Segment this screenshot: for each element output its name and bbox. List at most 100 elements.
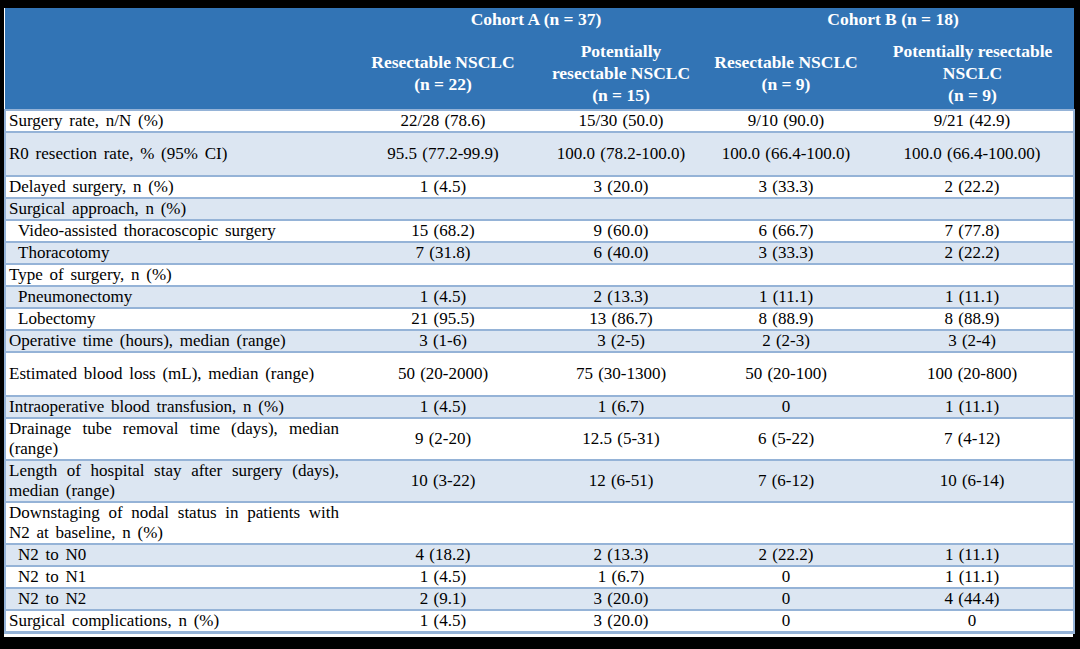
cohort-a-header: Cohort A (n = 37) bbox=[345, 8, 701, 37]
value-cell: 10 (6-14) bbox=[871, 460, 1074, 502]
value-cell: 7 (77.8) bbox=[871, 220, 1074, 242]
table-row: N2 to N11 (4.5)1 (6.7)01 (11.1) bbox=[5, 566, 1074, 588]
value-cell: 100.0 (78.2-100.0) bbox=[541, 132, 701, 176]
value-cell: 6 (40.0) bbox=[541, 242, 701, 264]
value-cell: 75 (30-1300) bbox=[541, 352, 701, 396]
table-header: Cohort A (n = 37) Cohort B (n = 18) Rese… bbox=[5, 8, 1074, 110]
table-row: Delayed surgery, n (%)1 (4.5)3 (20.0)3 (… bbox=[5, 176, 1074, 198]
value-cell: 1 (11.1) bbox=[701, 286, 871, 308]
row-label: Downstaging of nodal status in patients … bbox=[5, 502, 345, 544]
row-label: Surgical approach, n (%) bbox=[5, 198, 345, 220]
value-cell: 1 (6.7) bbox=[541, 566, 701, 588]
value-cell: 1 (4.5) bbox=[345, 566, 541, 588]
col-header-potentially-b: Potentially resectable NSCLC(n = 9) bbox=[871, 37, 1074, 110]
row-label: Intraoperative blood transfusion, n (%) bbox=[5, 396, 345, 418]
value-cell bbox=[871, 264, 1074, 286]
table-row: Pneumonectomy1 (4.5)2 (13.3)1 (11.1)1 (1… bbox=[5, 286, 1074, 308]
value-cell: 3 (20.0) bbox=[541, 588, 701, 610]
value-cell: 1 (11.1) bbox=[871, 544, 1074, 566]
value-cell: 0 bbox=[701, 566, 871, 588]
value-cell: 2 (13.3) bbox=[541, 286, 701, 308]
table-row: R0 resection rate, % (95% CI)95.5 (77.2-… bbox=[5, 132, 1074, 176]
row-label: Estimated blood loss (mL), median (range… bbox=[5, 352, 345, 396]
value-cell: 15 (68.2) bbox=[345, 220, 541, 242]
cohort-group-row: Cohort A (n = 37) Cohort B (n = 18) bbox=[5, 8, 1074, 37]
table-row: Estimated blood loss (mL), median (range… bbox=[5, 352, 1074, 396]
value-cell: 22/28 (78.6) bbox=[345, 110, 541, 132]
table-row: Thoracotomy7 (31.8)6 (40.0)3 (33.3)2 (22… bbox=[5, 242, 1074, 264]
table-row: Length of hospital stay after surgery (d… bbox=[5, 460, 1074, 502]
table-row: N2 to N22 (9.1)3 (20.0)04 (44.4) bbox=[5, 588, 1074, 610]
col-header-potentially-a: Potentially resectable NSCLC(n = 15) bbox=[541, 37, 701, 110]
value-cell: 3 (20.0) bbox=[541, 610, 701, 633]
value-cell: 2 (9.1) bbox=[345, 588, 541, 610]
row-label: Pneumonectomy bbox=[5, 286, 345, 308]
row-label: Surgical complications, n (%) bbox=[5, 610, 345, 633]
value-cell: 10 (3-22) bbox=[345, 460, 541, 502]
value-cell bbox=[701, 198, 871, 220]
table-body: Surgery rate, n/N (%)22/28 (78.6)15/30 (… bbox=[5, 110, 1074, 633]
value-cell: 1 (4.5) bbox=[345, 176, 541, 198]
row-label: Drainage tube removal time (days), media… bbox=[5, 418, 345, 460]
table-row: Surgical complications, n (%)1 (4.5)3 (2… bbox=[5, 610, 1074, 633]
row-label: Surgery rate, n/N (%) bbox=[5, 110, 345, 132]
table-row: Operative time (hours), median (range)3 … bbox=[5, 330, 1074, 352]
value-cell: 3 (20.0) bbox=[541, 176, 701, 198]
row-label: Type of surgery, n (%) bbox=[5, 264, 345, 286]
table-row: Surgery rate, n/N (%)22/28 (78.6)15/30 (… bbox=[5, 110, 1074, 132]
value-cell bbox=[701, 264, 871, 286]
value-cell: 9 (60.0) bbox=[541, 220, 701, 242]
col-header-resectable-b: Resectable NSCLC(n = 9) bbox=[701, 37, 871, 110]
value-cell: 12 (6-51) bbox=[541, 460, 701, 502]
row-label: Video-assisted thoracoscopic surgery bbox=[5, 220, 345, 242]
value-cell: 0 bbox=[871, 610, 1074, 633]
value-cell bbox=[871, 502, 1074, 544]
value-cell: 100.0 (66.4-100.00) bbox=[871, 132, 1074, 176]
value-cell: 0 bbox=[701, 610, 871, 633]
value-cell bbox=[541, 198, 701, 220]
empty-corner-cell-2 bbox=[5, 37, 345, 110]
value-cell: 2 (22.2) bbox=[701, 544, 871, 566]
value-cell: 1 (4.5) bbox=[345, 286, 541, 308]
value-cell: 1 (4.5) bbox=[345, 610, 541, 633]
value-cell: 15/30 (50.0) bbox=[541, 110, 701, 132]
value-cell bbox=[345, 198, 541, 220]
value-cell: 6 (5-22) bbox=[701, 418, 871, 460]
row-label: N2 to N1 bbox=[5, 566, 345, 588]
value-cell: 12.5 (5-31) bbox=[541, 418, 701, 460]
value-cell: 1 (4.5) bbox=[345, 396, 541, 418]
value-cell: 3 (2-5) bbox=[541, 330, 701, 352]
value-cell: 3 (1-6) bbox=[345, 330, 541, 352]
value-cell: 8 (88.9) bbox=[871, 308, 1074, 330]
row-label: N2 to N2 bbox=[5, 588, 345, 610]
value-cell: 9/10 (90.0) bbox=[701, 110, 871, 132]
value-cell bbox=[541, 502, 701, 544]
col-header-resectable-a: Resectable NSCLC(n = 22) bbox=[345, 37, 541, 110]
value-cell: 1 (11.1) bbox=[871, 566, 1074, 588]
value-cell bbox=[345, 264, 541, 286]
value-cell: 3 (2-4) bbox=[871, 330, 1074, 352]
value-cell: 2 (13.3) bbox=[541, 544, 701, 566]
row-label: R0 resection rate, % (95% CI) bbox=[5, 132, 345, 176]
cohort-b-header: Cohort B (n = 18) bbox=[701, 8, 1074, 37]
value-cell: 7 (6-12) bbox=[701, 460, 871, 502]
value-cell: 7 (31.8) bbox=[345, 242, 541, 264]
value-cell bbox=[701, 502, 871, 544]
table-row: Intraoperative blood transfusion, n (%)1… bbox=[5, 396, 1074, 418]
value-cell: 4 (18.2) bbox=[345, 544, 541, 566]
table-row: N2 to N04 (18.2)2 (13.3)2 (22.2)1 (11.1) bbox=[5, 544, 1074, 566]
value-cell: 50 (20-100) bbox=[701, 352, 871, 396]
value-cell: 2 (22.2) bbox=[871, 242, 1074, 264]
value-cell: 100.0 (66.4-100.0) bbox=[701, 132, 871, 176]
value-cell: 1 (11.1) bbox=[871, 286, 1074, 308]
value-cell: 21 (95.5) bbox=[345, 308, 541, 330]
value-cell: 1 (11.1) bbox=[871, 396, 1074, 418]
table-row: Type of surgery, n (%) bbox=[5, 264, 1074, 286]
row-label: Delayed surgery, n (%) bbox=[5, 176, 345, 198]
value-cell: 3 (33.3) bbox=[701, 176, 871, 198]
value-cell: 9 (2-20) bbox=[345, 418, 541, 460]
value-cell: 13 (86.7) bbox=[541, 308, 701, 330]
value-cell: 100 (20-800) bbox=[871, 352, 1074, 396]
surgical-outcomes-table: Cohort A (n = 37) Cohort B (n = 18) Rese… bbox=[4, 8, 1075, 634]
value-cell: 8 (88.9) bbox=[701, 308, 871, 330]
